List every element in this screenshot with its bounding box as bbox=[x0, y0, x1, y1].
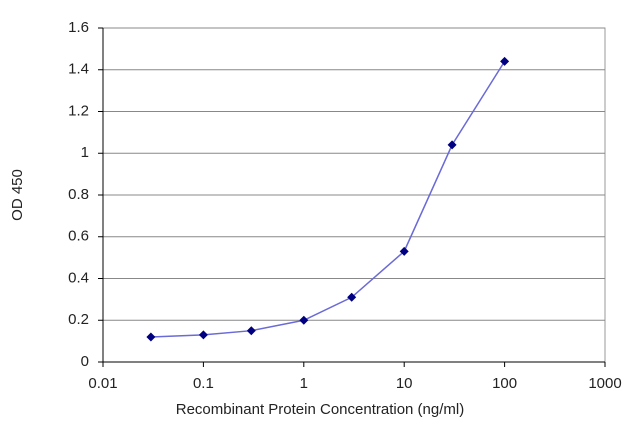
y-tick-label: 0.6 bbox=[68, 228, 89, 245]
data-point bbox=[198, 330, 208, 340]
data-point bbox=[447, 140, 457, 150]
y-axis-label: OD 450 bbox=[9, 169, 26, 221]
y-tick-label: 1.2 bbox=[68, 102, 89, 119]
y-tick-label: 0.8 bbox=[68, 186, 89, 203]
data-point bbox=[246, 326, 256, 336]
y-tick-label: 0.4 bbox=[68, 269, 89, 286]
x-tick-label: 10 bbox=[396, 375, 413, 392]
y-tick-label: 1.6 bbox=[68, 19, 89, 36]
y-tick-label: 1 bbox=[81, 144, 89, 161]
x-tick-label: 0.01 bbox=[88, 375, 117, 392]
y-tick-label: 1.4 bbox=[68, 61, 89, 78]
y-tick-label: 0 bbox=[81, 353, 89, 370]
x-tick-label: 100 bbox=[492, 375, 517, 392]
data-line bbox=[150, 61, 506, 338]
x-tick-label: 0.1 bbox=[193, 375, 214, 392]
data-point bbox=[500, 56, 510, 66]
data-point bbox=[347, 292, 357, 302]
x-tick-label: 1 bbox=[300, 375, 308, 392]
data-point bbox=[146, 332, 156, 342]
x-axis-label: Recombinant Protein Concentration (ng/ml… bbox=[176, 401, 464, 418]
y-tick-label: 0.2 bbox=[68, 311, 89, 328]
data-point bbox=[399, 246, 409, 256]
data-point bbox=[299, 315, 309, 325]
x-tick-label: 1000 bbox=[588, 375, 621, 392]
